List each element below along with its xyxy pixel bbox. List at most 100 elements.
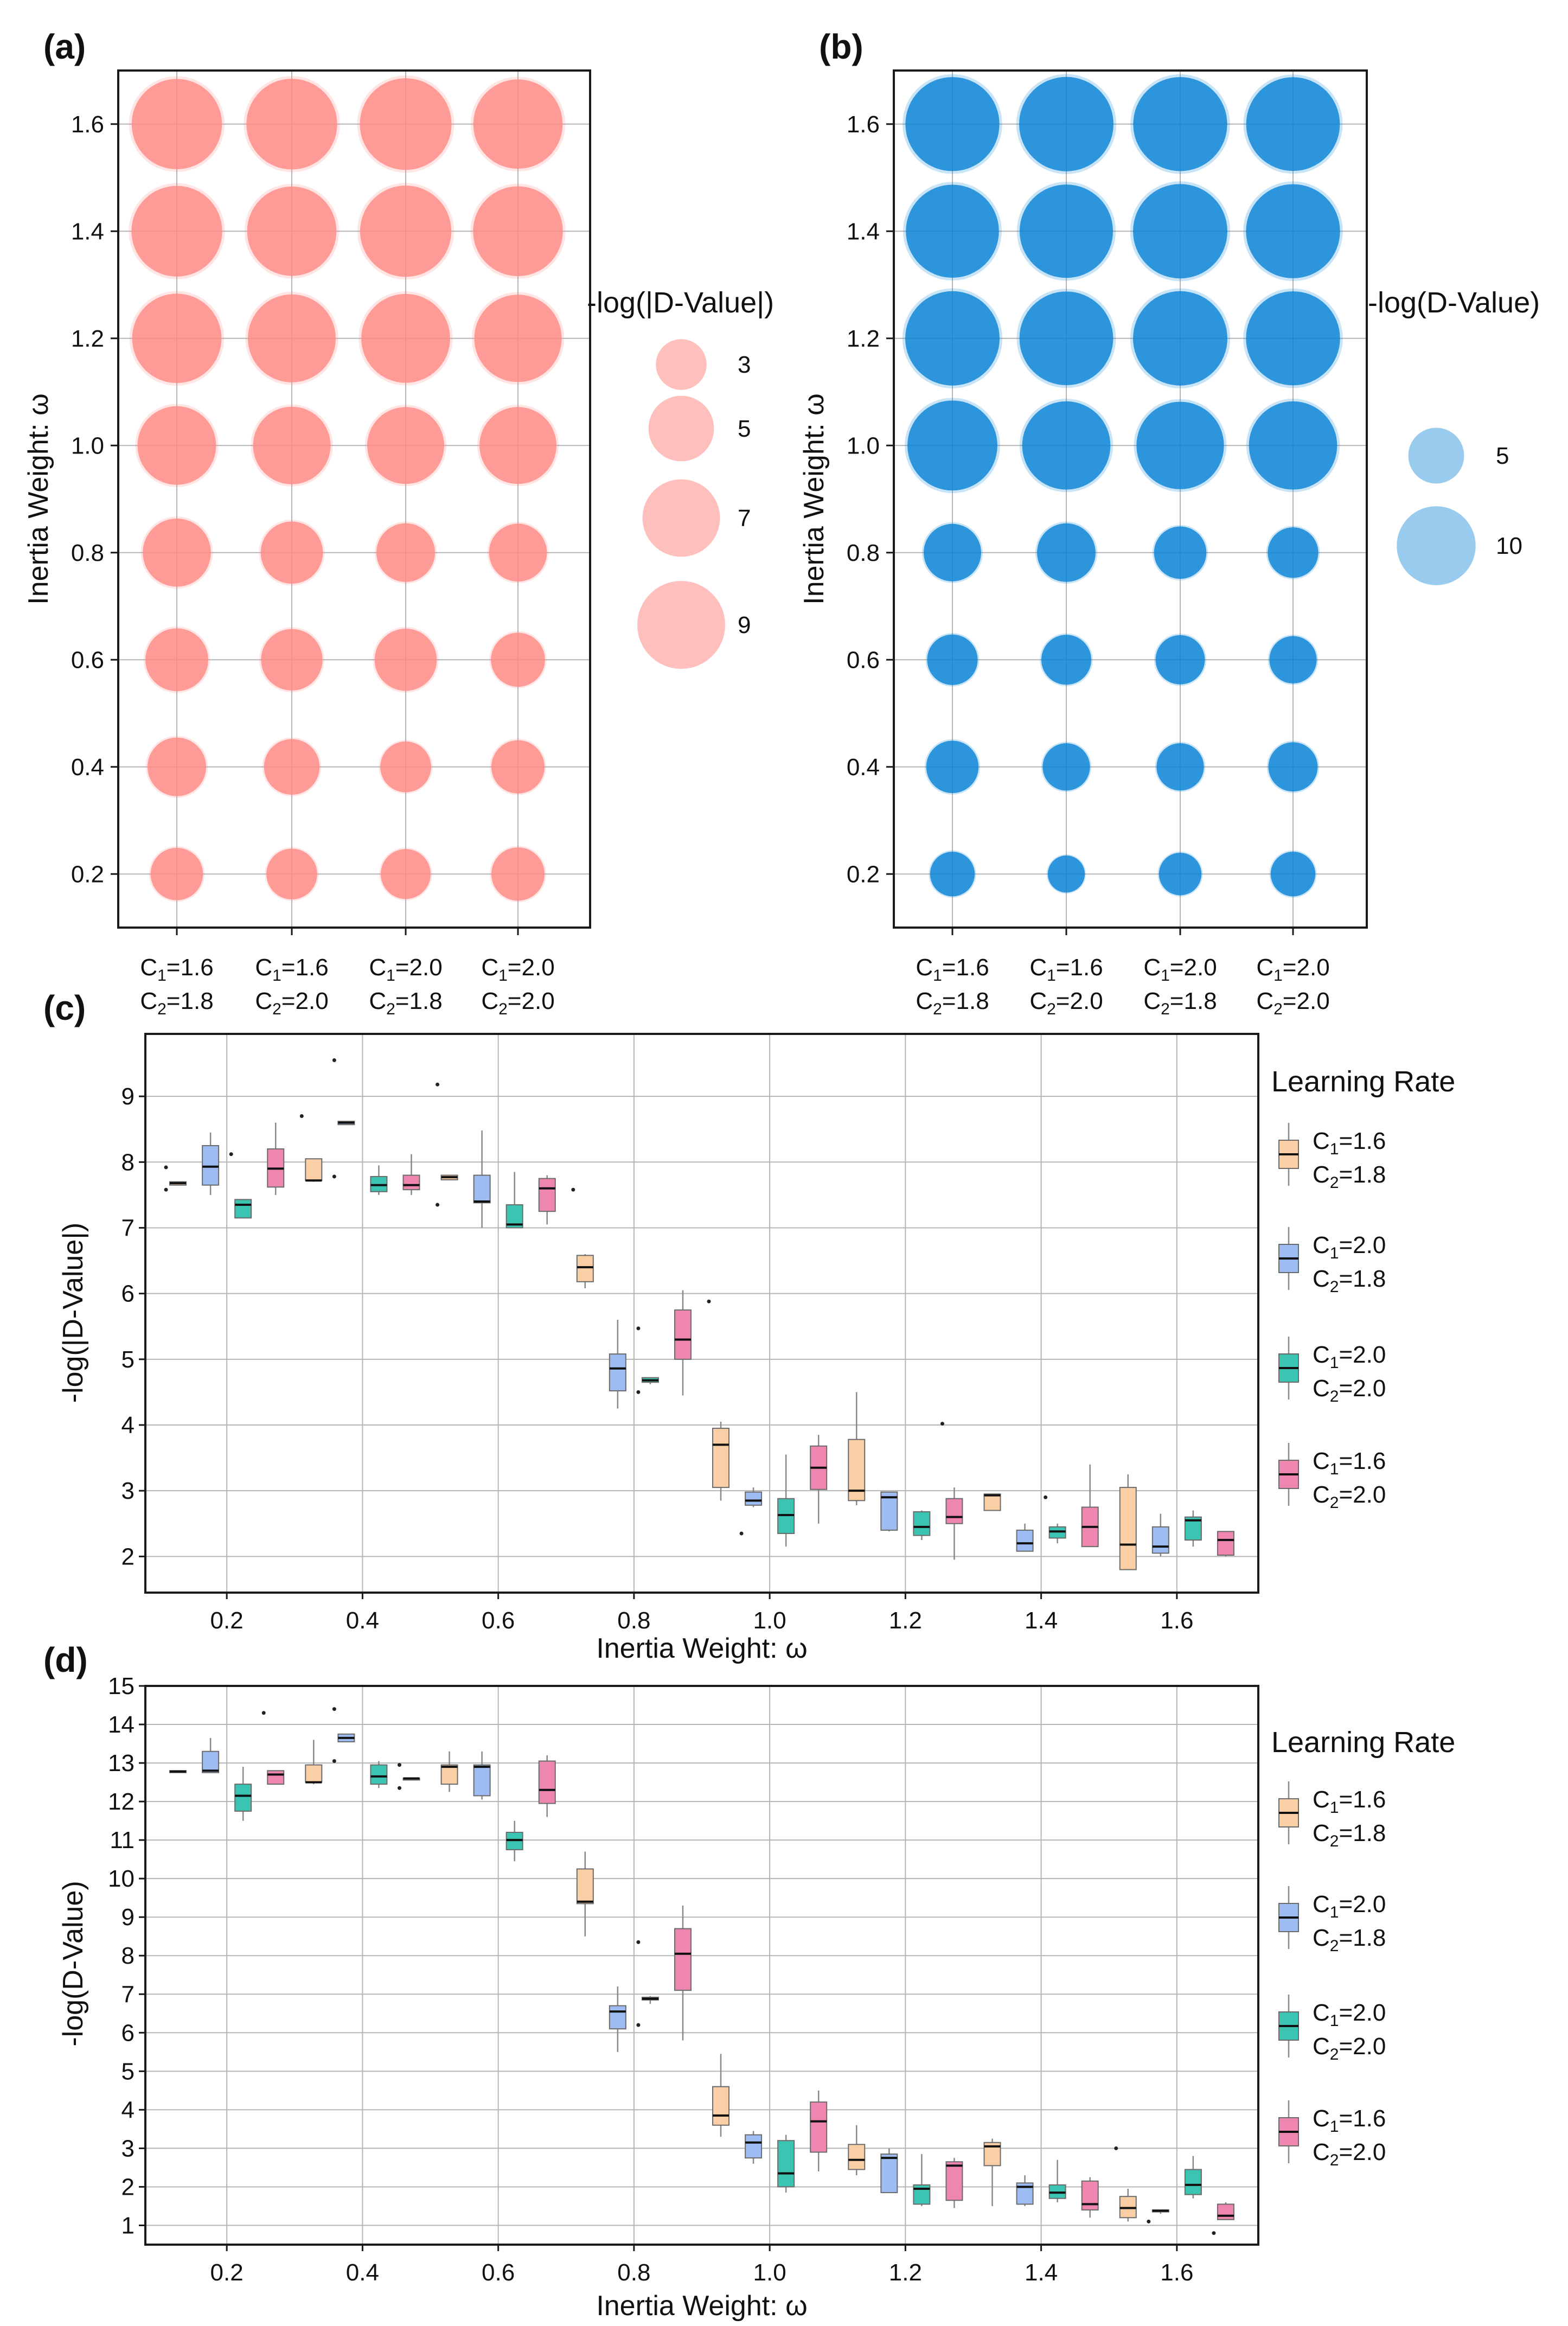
panel-c-x-ticks: 0.2 0.4 0.6 0.8 1.0 1.2 1.4 1.6 — [210, 1593, 1193, 1634]
b-y-tick-label: 0.2 — [847, 861, 880, 887]
a-bubble — [381, 849, 431, 899]
a-bubble — [474, 295, 562, 382]
c-legend-c1: C1=2.0 — [1313, 1232, 1386, 1262]
d-y-tick-label: 3 — [121, 2135, 135, 2162]
d-x-tick-label: 0.2 — [210, 2259, 244, 2286]
c-x-tick-label: 1.2 — [889, 1607, 922, 1634]
a-legend-value: 3 — [738, 352, 751, 378]
d-legend-c1: C1=1.6 — [1313, 1786, 1386, 1817]
c-outlier-point — [940, 1422, 944, 1426]
panel-c-boxes — [164, 1058, 1234, 1570]
panel-c-legend-items: C1=1.6C2=1.8C1=2.0C2=1.8C1=2.0C2=2.0C1=1… — [1278, 1123, 1386, 1512]
a-y-tick-label: 0.6 — [71, 647, 104, 673]
d-box — [848, 2144, 866, 2170]
a-bubble — [360, 78, 452, 170]
a-bubble — [479, 407, 556, 484]
d-box — [810, 2101, 828, 2153]
panel-a-bubbles — [129, 75, 566, 903]
d-box — [538, 1760, 556, 1804]
c-outlier-point — [299, 1114, 304, 1118]
b-bubble — [1019, 184, 1113, 278]
a-y-tick-label: 1.0 — [71, 432, 104, 459]
c-legend-c2: C2=1.8 — [1313, 1266, 1386, 1296]
a-bubble — [376, 523, 435, 582]
c-y-tick-label: 5 — [121, 1346, 135, 1373]
b-y-tick-label: 0.8 — [847, 540, 880, 566]
panel-c-label: (c) — [43, 988, 86, 1027]
d-box — [1081, 2180, 1099, 2211]
a-legend-value: 7 — [738, 505, 751, 532]
c-box — [576, 1255, 594, 1282]
d-legend-c2: C2=2.0 — [1313, 2139, 1386, 2169]
d-y-tick-label: 12 — [108, 1788, 135, 1815]
d-y-tick-label: 14 — [108, 1711, 135, 1738]
d-legend-c2: C2=2.0 — [1313, 2033, 1386, 2063]
a-bubble — [131, 186, 222, 277]
panel-d-x-ticks: 0.2 0.4 0.6 0.8 1.0 1.2 1.4 1.6 — [210, 2245, 1193, 2286]
panel-d-boxes — [169, 1707, 1234, 2235]
b-bubble — [1269, 636, 1317, 683]
a-x-tick-c1: C1=1.6 — [140, 954, 213, 985]
d-box — [1217, 2203, 1234, 2220]
a-bubble — [145, 628, 208, 692]
panel-a-label: (a) — [43, 27, 86, 66]
d-y-tick-label: 2 — [121, 2174, 135, 2200]
d-box — [745, 2134, 763, 2159]
c-legend-c1: C1=2.0 — [1313, 1341, 1386, 1372]
b-bubble — [930, 852, 975, 897]
c-box — [983, 1493, 1001, 1511]
d-legend-c2: C2=1.8 — [1313, 1925, 1386, 1955]
a-bubble — [491, 740, 545, 794]
a-legend-bubble — [637, 581, 725, 669]
d-y-tick-label: 11 — [110, 1827, 135, 1854]
a-x-tick-c2: C2=2.0 — [481, 988, 554, 1018]
d-outlier-point — [397, 1786, 401, 1790]
c-y-tick-label: 4 — [121, 1412, 135, 1439]
b-y-tick-label: 1.0 — [847, 432, 880, 459]
d-box — [576, 1868, 594, 1905]
a-bubble — [148, 737, 206, 796]
c-y-tick-label: 6 — [121, 1281, 135, 1307]
panel-d-y-axis-title: -log(D-Value) — [57, 1881, 89, 2046]
c-outlier-point — [707, 1299, 711, 1303]
b-y-tick-label: 1.2 — [847, 325, 880, 352]
b-bubble — [1154, 526, 1207, 579]
a-bubble — [489, 523, 547, 582]
d-legend-c1: C1=2.0 — [1313, 1999, 1386, 2030]
b-x-tick-c2: C2=1.8 — [916, 988, 989, 1018]
d-y-tick-label: 15 — [108, 1673, 135, 1699]
a-y-tick-label: 0.2 — [71, 861, 104, 887]
b-bubble — [907, 400, 997, 491]
a-bubble — [367, 407, 444, 484]
a-legend-value: 9 — [738, 612, 751, 638]
panel-b-size-legend: -log(D-Value) 5 10 — [1368, 286, 1540, 585]
panel-c-legend-title: Learning Rate — [1271, 1065, 1455, 1098]
a-bubble — [361, 293, 450, 383]
c-outlier-point — [229, 1152, 233, 1156]
c-legend-c1: C1=1.6 — [1313, 1448, 1386, 1478]
a-bubble — [253, 406, 331, 484]
c-x-tick-label: 0.6 — [482, 1607, 515, 1634]
b-bubble — [1156, 743, 1204, 791]
c-box — [538, 1178, 556, 1212]
c-y-tick-label: 7 — [121, 1215, 135, 1241]
b-bubble — [1159, 853, 1202, 896]
b-y-tick-label: 0.6 — [847, 647, 880, 673]
a-bubble — [131, 79, 222, 169]
b-bubble — [1136, 401, 1224, 489]
panel-a-size-legend: -log(|D-Value|) 3 5 7 9 — [587, 286, 774, 669]
c-box — [945, 1498, 963, 1524]
c-box — [1151, 1526, 1169, 1554]
d-y-tick-label: 6 — [121, 2020, 135, 2046]
d-outlier-point — [636, 2023, 641, 2027]
c-box — [234, 1199, 252, 1219]
b-legend-bubble — [1397, 506, 1476, 585]
panel-c-x-axis-title: Inertia Weight: ω — [596, 1633, 807, 1664]
d-box — [440, 1764, 458, 1785]
panel-b: (b) 0.20.40.60.81.01.21.41.6 C1=1.6C2=1.… — [798, 27, 1540, 1018]
d-legend-c1: C1=2.0 — [1313, 1891, 1386, 1921]
d-box — [202, 1750, 220, 1773]
c-legend-c2: C2=2.0 — [1313, 1375, 1386, 1405]
